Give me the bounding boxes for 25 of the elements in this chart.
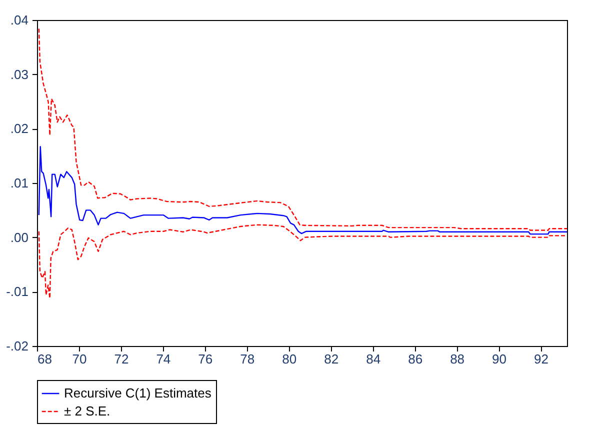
y-tick-label: .02 — [10, 121, 28, 136]
x-tick-label: 80 — [282, 352, 297, 366]
y-tick-label: .04 — [10, 12, 28, 28]
x-tick-label: 82 — [324, 352, 339, 366]
x-tick-label: 74 — [156, 352, 171, 366]
x-tick-label: 72 — [114, 352, 129, 366]
legend-label: ± 2 S.E. — [64, 404, 110, 418]
x-tick-label: 84 — [366, 352, 381, 366]
x-tick-label: 70 — [72, 352, 87, 366]
x-tick-label: 90 — [492, 352, 507, 366]
line-series — [38, 28, 568, 231]
y-tick-label: .00 — [10, 230, 28, 245]
x-tick-label: 92 — [534, 352, 548, 366]
x-tick-label: 68 — [38, 352, 52, 366]
line-series — [38, 224, 568, 299]
x-tick-label: 88 — [450, 352, 465, 366]
x-tick-label: 78 — [240, 352, 255, 366]
y-tick-label: .03 — [10, 66, 28, 82]
x-tick-label: 76 — [198, 352, 213, 366]
y-tick-label: -.01 — [6, 284, 28, 300]
line-series — [38, 146, 568, 235]
legend-label: Recursive C(1) Estimates — [64, 386, 212, 400]
x-tick-label: 86 — [408, 352, 423, 366]
y-tick-label: -.02 — [6, 338, 28, 354]
y-tick-label: .01 — [10, 176, 28, 190]
